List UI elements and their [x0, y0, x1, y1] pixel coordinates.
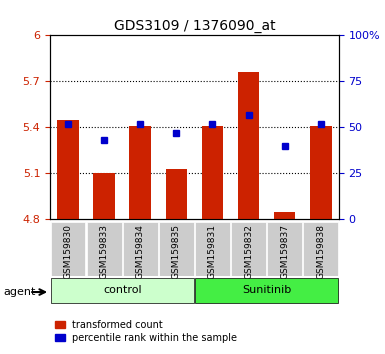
FancyBboxPatch shape [195, 278, 338, 303]
Text: GSM159835: GSM159835 [172, 224, 181, 279]
Text: GSM159830: GSM159830 [64, 224, 73, 279]
Text: GSM159831: GSM159831 [208, 224, 217, 279]
Bar [166, 169, 187, 219]
Bar [310, 126, 331, 219]
Text: Sunitinib: Sunitinib [242, 285, 291, 295]
FancyBboxPatch shape [195, 222, 230, 275]
Text: control: control [103, 285, 142, 295]
Bar [57, 120, 79, 219]
Legend: transformed count, percentile rank within the sample: transformed count, percentile rank withi… [55, 320, 238, 343]
FancyBboxPatch shape [51, 222, 85, 275]
FancyBboxPatch shape [51, 278, 194, 303]
Text: GSM159837: GSM159837 [280, 224, 289, 279]
Bar [202, 126, 223, 219]
FancyBboxPatch shape [231, 222, 266, 275]
Text: GSM159832: GSM159832 [244, 224, 253, 279]
Bar [94, 173, 115, 219]
Text: GSM159834: GSM159834 [136, 224, 145, 279]
FancyBboxPatch shape [123, 222, 157, 275]
Text: agent: agent [4, 287, 36, 297]
Bar [274, 212, 296, 219]
Title: GDS3109 / 1376090_at: GDS3109 / 1376090_at [114, 19, 275, 33]
Bar [238, 72, 259, 219]
Bar [129, 126, 151, 219]
FancyBboxPatch shape [267, 222, 302, 275]
FancyBboxPatch shape [159, 222, 194, 275]
FancyBboxPatch shape [87, 222, 122, 275]
FancyBboxPatch shape [303, 222, 338, 275]
Text: GSM159838: GSM159838 [316, 224, 325, 279]
Text: GSM159833: GSM159833 [100, 224, 109, 279]
